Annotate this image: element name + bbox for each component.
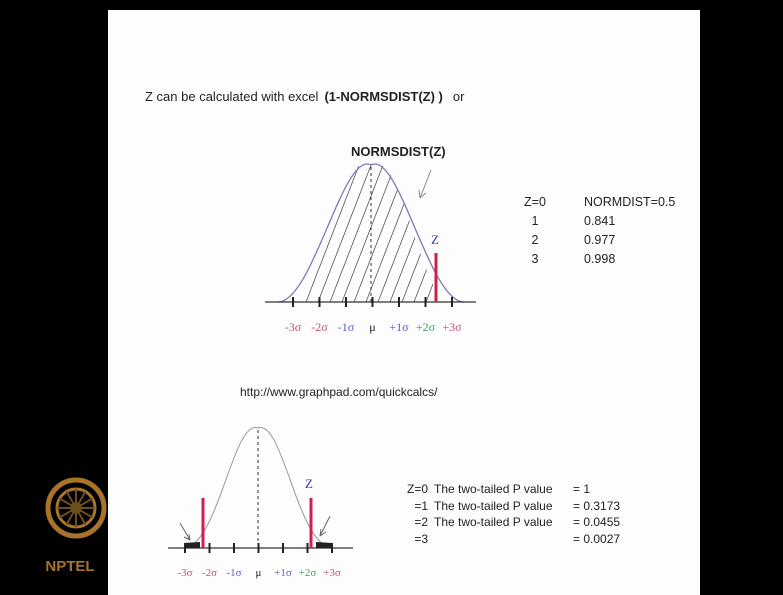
heading-function: (1-NORMSDIST(Z) )	[324, 89, 443, 104]
arrow-right	[319, 515, 331, 537]
heading: Z can be calculated with excel (1-NORMSDI…	[145, 89, 464, 104]
axis-tick-label: +1σ	[389, 320, 409, 334]
p-table-row: Z=0 The two-tailed P value = 1	[406, 482, 591, 496]
nptel-wheel-icon: NPTEL	[45, 477, 107, 575]
arrow-left	[179, 522, 191, 541]
z-table-row: 1 0.841	[531, 214, 616, 228]
z-table-row: Z=0 NORMDIST=0.5	[524, 195, 676, 209]
z-table-row: 3 0.998	[531, 252, 616, 266]
slide: Z can be calculated with excel (1-NORMSDI…	[108, 10, 700, 595]
p-table-row: =2 The two-tailed P value = 0.0455	[414, 515, 621, 529]
z-table: Z=0 NORMDIST=0.5 1 0.841 2 0.977 3 0.998	[522, 195, 700, 271]
axis-bottom-tick-label: -2σ	[202, 567, 217, 579]
axis-tick-label: -2σ	[311, 320, 328, 334]
axis-bottom-tick-label: +1σ	[274, 567, 292, 579]
axis-tick-label: -3σ	[285, 320, 302, 334]
axis-tick-label: +3σ	[442, 320, 462, 334]
logo-text: NPTEL	[45, 558, 94, 575]
normsdist-label: NORMSDIST(Z)	[351, 144, 446, 159]
right-tail	[316, 542, 332, 548]
axis-bottom-tick-label: +3σ	[323, 567, 341, 579]
left-tail	[184, 542, 200, 548]
axis-bottom-tick-label: -3σ	[177, 567, 192, 579]
z-marker-bottom: Z	[305, 476, 313, 491]
url-text: http://www.graphpad.com/quickcalcs/	[240, 385, 438, 399]
bell-curve	[277, 163, 465, 303]
axis-bottom-tick-label: μ	[256, 567, 262, 579]
nptel-logo: NPTEL	[38, 468, 118, 588]
heading-or: or	[452, 89, 465, 104]
hatched-area	[291, 163, 451, 302]
p-table-row: =1 The two-tailed P value = 0.3173	[414, 498, 621, 513]
heading-text: Z can be calculated with excel	[145, 89, 319, 104]
axis-bottom-tick-label: +2σ	[299, 567, 317, 579]
axis-tick-label: μ	[369, 320, 375, 334]
axis-tick-label: -1σ	[338, 320, 355, 334]
normal-curve-diagram: -3σ -2σ -1σ μ +1σ +2σ +3σ Z	[265, 163, 476, 334]
p-value-table: Z=0 The two-tailed P value = 1 =1 The two-t…	[394, 482, 621, 548]
two-tailed-diagram: Z -3σ -2σ -1σ μ +1σ +2σ +3σ	[168, 427, 353, 579]
p-table-row: =3 = 0.0027	[414, 531, 621, 546]
z-marker: Z	[431, 232, 439, 247]
bell-curve-bottom	[182, 427, 334, 549]
axis-tick-label: +2σ	[416, 320, 436, 334]
pointer-arrow	[418, 169, 432, 199]
axis-bottom-tick-label: -1σ	[226, 567, 241, 579]
z-table-row: 2 0.977	[531, 233, 616, 247]
